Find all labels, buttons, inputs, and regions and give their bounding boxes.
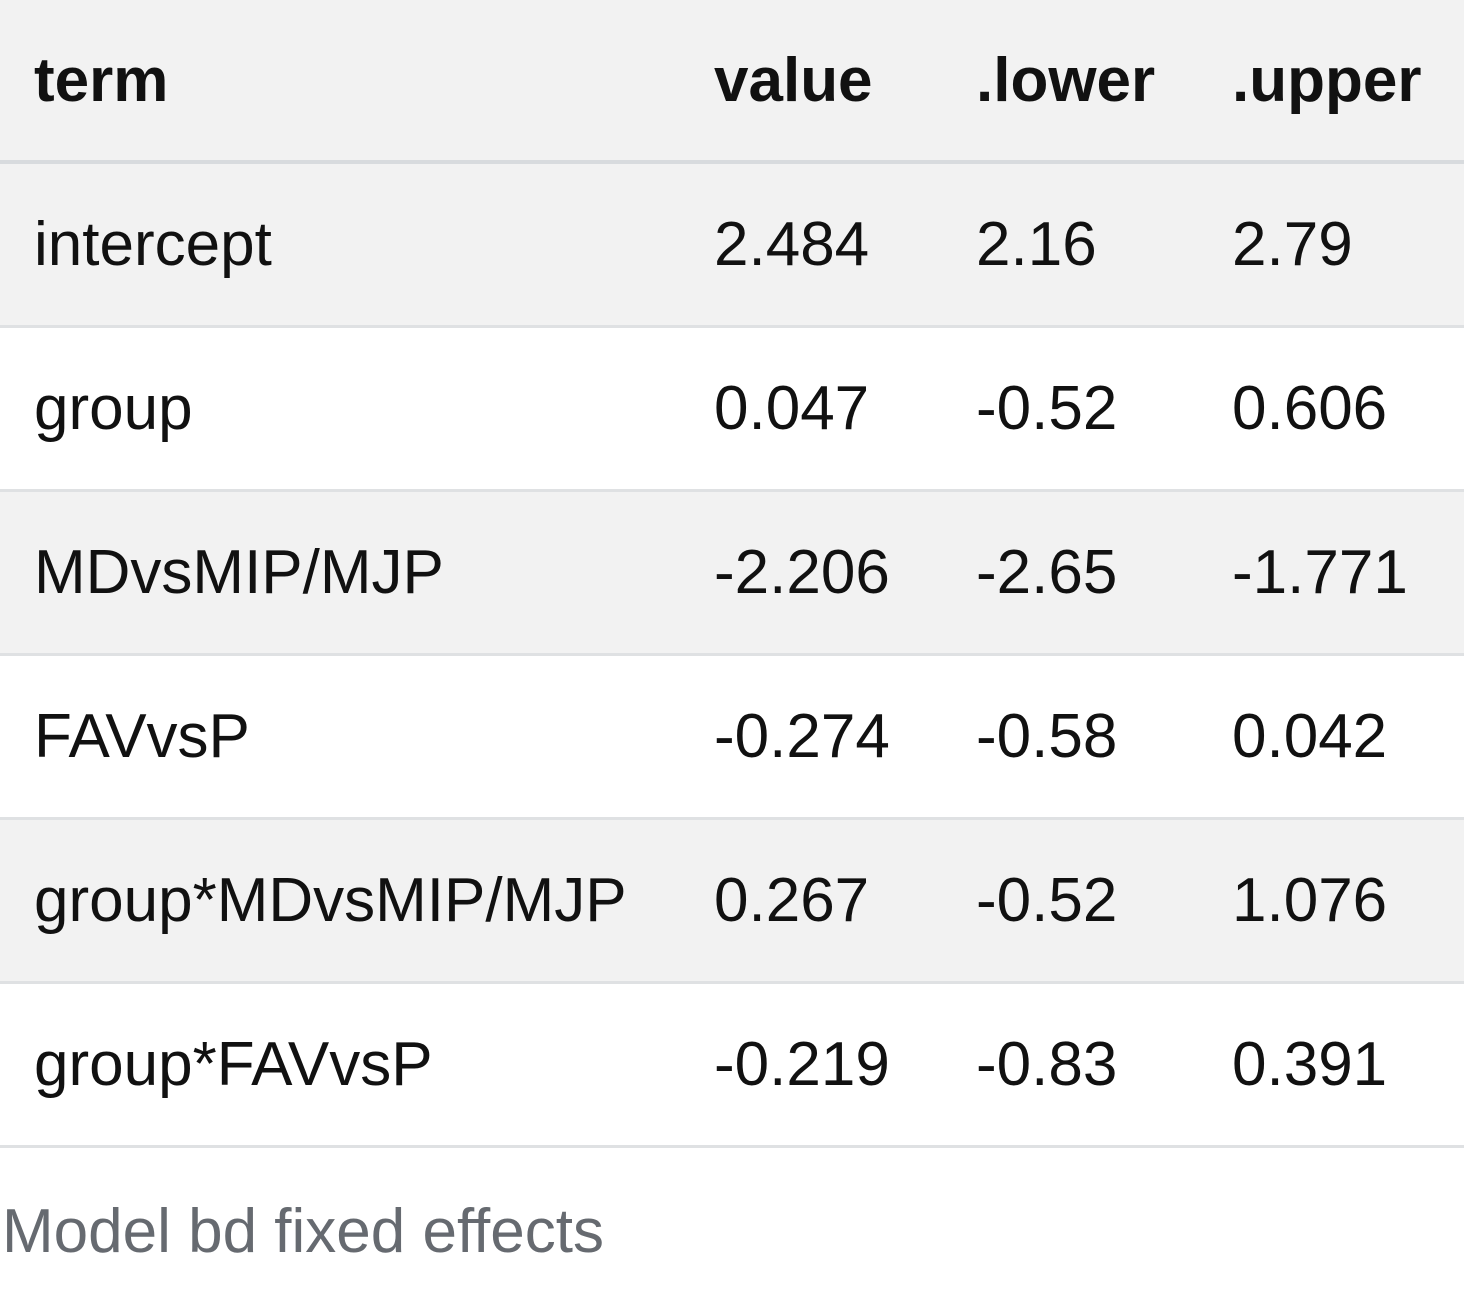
cell-value: -0.274 (680, 654, 942, 820)
cell-term: FAVvsP (0, 654, 680, 820)
cell-upper: 0.391 (1198, 982, 1464, 1148)
cell-term: group*FAVvsP (0, 982, 680, 1148)
cell-term: group (0, 326, 680, 492)
cell-upper: 0.042 (1198, 654, 1464, 820)
fixed-effects-table: term value .lower .upper intercept 2.484… (0, 0, 1464, 1148)
fixed-effects-table-container: term value .lower .upper intercept 2.484… (0, 0, 1464, 1266)
table-row: group 0.047 -0.52 0.606 (0, 326, 1464, 492)
cell-term: group*MDvsMIP/MJP (0, 818, 680, 984)
table-row: FAVvsP -0.274 -0.58 0.042 (0, 654, 1464, 820)
table-row: intercept 2.484 2.16 2.79 (0, 162, 1464, 328)
cell-lower: -0.52 (942, 326, 1198, 492)
cell-value: -2.206 (680, 490, 942, 656)
column-header-lower: .lower (942, 0, 1198, 164)
cell-value: 2.484 (680, 162, 942, 328)
cell-term: intercept (0, 162, 680, 328)
column-header-upper: .upper (1198, 0, 1464, 164)
cell-value: -0.219 (680, 982, 942, 1148)
cell-lower: -0.83 (942, 982, 1198, 1148)
cell-lower: -0.58 (942, 654, 1198, 820)
cell-term: MDvsMIP/MJP (0, 490, 680, 656)
table-row: MDvsMIP/MJP -2.206 -2.65 -1.771 (0, 490, 1464, 656)
cell-lower: 2.16 (942, 162, 1198, 328)
column-header-term: term (0, 0, 680, 164)
cell-upper: 0.606 (1198, 326, 1464, 492)
column-header-value: value (680, 0, 942, 164)
cell-upper: -1.771 (1198, 490, 1464, 656)
cell-value: 0.267 (680, 818, 942, 984)
cell-lower: -2.65 (942, 490, 1198, 656)
table-row: group*FAVvsP -0.219 -0.83 0.391 (0, 982, 1464, 1148)
table-header-row: term value .lower .upper (0, 0, 1464, 164)
cell-upper: 1.076 (1198, 818, 1464, 984)
table-row: group*MDvsMIP/MJP 0.267 -0.52 1.076 (0, 818, 1464, 984)
cell-value: 0.047 (680, 326, 942, 492)
cell-lower: -0.52 (942, 818, 1198, 984)
cell-upper: 2.79 (1198, 162, 1464, 328)
table-caption: Model bd fixed effects (2, 1197, 604, 1266)
